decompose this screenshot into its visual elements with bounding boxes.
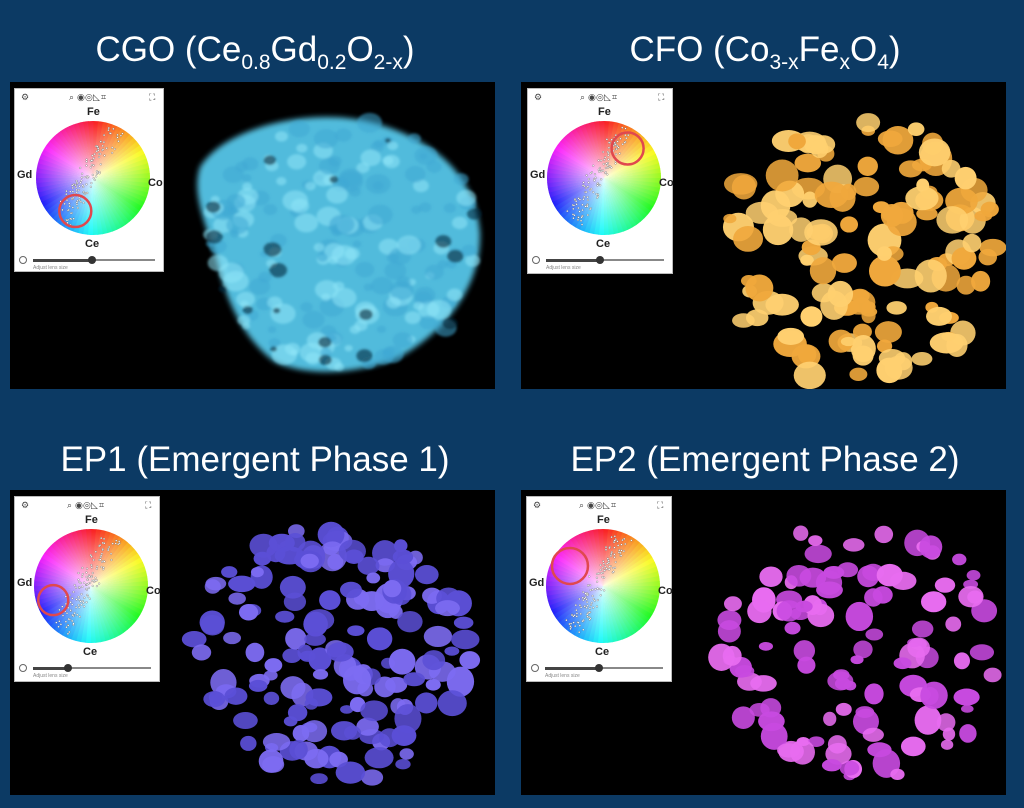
elemental-map-cgo <box>197 112 482 372</box>
color-wheel-widget[interactable]: ⚙ ⌕ ◉ ◎ ◺ ⌗ ⛶ Fe Gd Co Ce Adjust lens size <box>527 88 674 274</box>
chart-icon[interactable]: ◺ <box>93 92 100 102</box>
palette-icon[interactable]: ◉ <box>75 500 83 510</box>
label-co: Co <box>658 585 673 597</box>
selection-lens <box>550 546 590 586</box>
fullscreen-icon[interactable]: ⛶ <box>657 500 664 510</box>
palette-icon[interactable]: ◉ <box>587 500 595 510</box>
crop-icon[interactable]: ⌗ <box>611 500 617 510</box>
label-gd: Gd <box>530 169 546 181</box>
slider-hint: Adjust lens size <box>545 673 580 679</box>
selection-lens <box>58 193 93 229</box>
zoom-icon[interactable]: ⌕ <box>67 500 73 510</box>
label-gd: Gd <box>17 169 33 181</box>
slider-hint: Adjust lens size <box>33 673 68 679</box>
crop-icon[interactable]: ⌗ <box>101 92 107 102</box>
label-ce: Ce <box>596 238 611 250</box>
panel-title-ep1: EP1 (Emergent Phase 1) <box>60 440 450 479</box>
slider-hint: Adjust lens size <box>33 265 68 271</box>
reset-icon[interactable] <box>531 664 539 672</box>
eye-icon[interactable]: ◎ <box>83 500 91 510</box>
elemental-map-ep2 <box>708 525 1002 781</box>
chart-icon[interactable]: ◺ <box>91 500 98 510</box>
panel-title-cgo: CGO (Ce0.8Gd0.2O2-x) <box>95 30 415 74</box>
eye-icon[interactable]: ◎ <box>595 500 603 510</box>
elemental-map-cfo <box>722 113 1006 389</box>
slider-knob[interactable] <box>87 256 96 264</box>
color-wheel[interactable] <box>545 119 663 237</box>
phase-map-ep2: ⚙ ⌕ ◉ ◎ ◺ ⌗ ⛶ Fe Gd Co Ce Adjust lens size <box>521 490 1006 795</box>
crop-icon[interactable]: ⌗ <box>99 500 105 510</box>
slider-knob[interactable] <box>64 664 73 672</box>
label-ce: Ce <box>595 646 610 658</box>
fullscreen-icon[interactable]: ⛶ <box>145 500 152 510</box>
panel-title-cfo: CFO (Co3-xFexO4) <box>629 30 901 74</box>
settings-icon[interactable]: ⚙ <box>534 92 543 102</box>
palette-icon[interactable]: ◉ <box>77 92 85 102</box>
lens-size-slider[interactable] <box>546 259 664 261</box>
fullscreen-icon[interactable]: ⛶ <box>658 92 665 102</box>
color-wheel-widget[interactable]: ⚙ ⌕ ◉ ◎ ◺ ⌗ ⛶ Fe Gd Co Ce Adjust lens size <box>14 88 164 272</box>
color-wheel-widget[interactable]: ⚙ ⌕ ◉ ◎ ◺ ⌗ ⛶ Fe Gd Co Ce Adjust lens size <box>14 496 161 682</box>
fullscreen-icon[interactable]: ⛶ <box>149 92 156 102</box>
slider-fill <box>545 666 600 670</box>
label-gd: Gd <box>17 577 33 589</box>
slider-knob[interactable] <box>596 256 605 264</box>
selection-lens <box>36 583 70 617</box>
eye-icon[interactable]: ◎ <box>596 92 604 102</box>
zoom-icon[interactable]: ⌕ <box>69 92 75 102</box>
label-ce: Ce <box>85 238 100 250</box>
slider-fill <box>546 258 601 262</box>
chart-icon[interactable]: ◺ <box>604 92 611 102</box>
label-fe: Fe <box>598 106 611 118</box>
chart-icon[interactable]: ◺ <box>603 500 610 510</box>
crop-icon[interactable]: ⌗ <box>612 92 618 102</box>
label-co: Co <box>146 585 161 597</box>
color-wheel[interactable] <box>34 119 152 237</box>
slider-fill <box>33 666 69 670</box>
phase-map-cfo: ⚙ ⌕ ◉ ◎ ◺ ⌗ ⛶ Fe Gd Co Ce Adjust lens size <box>521 82 1006 389</box>
color-wheel-widget[interactable]: ⚙ ⌕ ◉ ◎ ◺ ⌗ ⛶ Fe Gd Co Ce Adjust lens size <box>526 496 673 682</box>
label-co: Co <box>659 177 674 189</box>
reset-icon[interactable] <box>19 256 27 264</box>
reset-icon[interactable] <box>532 256 540 264</box>
reset-icon[interactable] <box>19 664 27 672</box>
palette-icon[interactable]: ◉ <box>588 92 596 102</box>
color-wheel[interactable] <box>544 527 662 645</box>
label-fe: Fe <box>597 514 610 526</box>
panel-title-ep2: EP2 (Emergent Phase 2) <box>570 440 960 479</box>
settings-icon[interactable]: ⚙ <box>21 92 30 102</box>
lens-size-slider[interactable] <box>33 667 151 669</box>
selection-lens <box>610 131 645 166</box>
slider-fill <box>33 258 92 262</box>
label-fe: Fe <box>85 514 98 526</box>
slider-knob[interactable] <box>595 664 604 672</box>
label-ce: Ce <box>83 646 98 658</box>
slider-hint: Adjust lens size <box>546 265 581 271</box>
eye-icon[interactable]: ◎ <box>85 92 93 102</box>
color-wheel[interactable] <box>32 527 150 645</box>
settings-icon[interactable]: ⚙ <box>533 500 542 510</box>
label-fe: Fe <box>87 106 100 118</box>
label-co: Co <box>148 177 163 189</box>
zoom-icon[interactable]: ⌕ <box>580 92 586 102</box>
phase-map-cgo: ⚙ ⌕ ◉ ◎ ◺ ⌗ ⛶ Fe Gd Co Ce Adjust lens size <box>10 82 495 389</box>
lens-size-slider[interactable] <box>545 667 663 669</box>
zoom-icon[interactable]: ⌕ <box>579 500 585 510</box>
settings-icon[interactable]: ⚙ <box>21 500 30 510</box>
phase-map-ep1: ⚙ ⌕ ◉ ◎ ◺ ⌗ ⛶ Fe Gd Co Ce Adjust lens size <box>10 490 495 795</box>
elemental-map-ep1 <box>181 521 481 786</box>
label-gd: Gd <box>529 577 545 589</box>
